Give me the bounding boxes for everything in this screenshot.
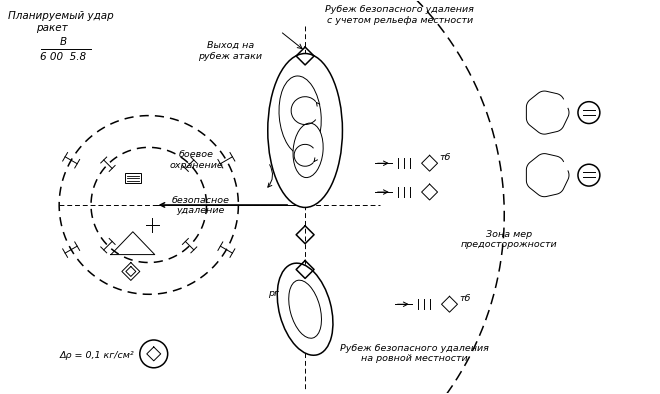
Ellipse shape [293,123,323,178]
Text: Зона мер
предосторожности: Зона мер предосторожности [461,230,558,249]
Text: Планируемый удар: Планируемый удар [9,11,114,21]
Bar [125,173,141,183]
Ellipse shape [277,263,333,355]
Text: тб: тб [459,294,471,303]
Circle shape [578,164,600,186]
Text: Рубеж безопасного удаления
на ровной местности: Рубеж безопасного удаления на ровной мес… [340,344,489,363]
Text: Δρ = 0,1 кг/см²: Δρ = 0,1 кг/см² [59,351,134,360]
Text: Выход на
рубеж атаки: Выход на рубеж атаки [199,41,263,61]
Text: безопасное
удаление: безопасное удаление [172,196,230,216]
Circle shape [578,102,600,124]
Text: боевое
охранение: боевое охранение [170,151,224,170]
Ellipse shape [268,54,343,207]
Ellipse shape [279,76,321,155]
Text: Рубеж безопасного удаления
с учетом рельефа местности: Рубеж безопасного удаления с учетом рель… [325,6,474,25]
Ellipse shape [288,280,321,338]
Circle shape [140,340,168,368]
Text: тб: тб [440,153,451,162]
Text: 6 00  5.8: 6 00 5.8 [40,52,86,62]
Text: рг: рг [268,289,279,298]
Text: В: В [59,37,67,47]
Text: ракет: ракет [36,23,68,33]
